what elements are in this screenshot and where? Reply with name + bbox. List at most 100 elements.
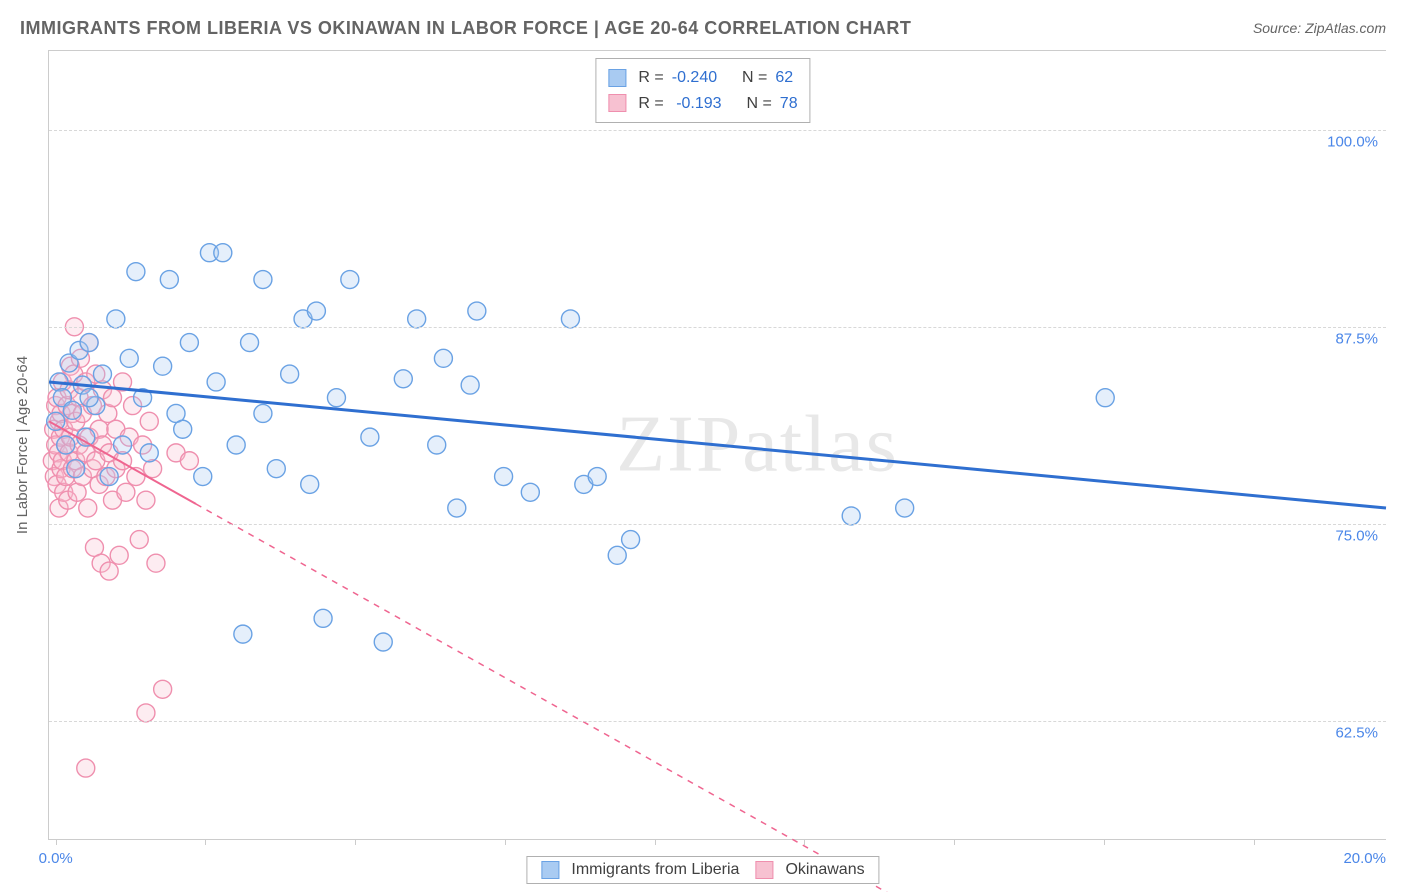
x-tick — [1104, 839, 1105, 845]
scatter-point — [67, 460, 85, 478]
x-tick — [355, 839, 356, 845]
scatter-point — [361, 428, 379, 446]
scatter-point — [194, 468, 212, 486]
scatter-point — [241, 334, 259, 352]
trend-line-extrapolated — [196, 504, 918, 892]
x-tick-label-left: 0.0% — [39, 850, 73, 867]
trend-line — [49, 382, 1386, 508]
scatter-point — [301, 475, 319, 493]
x-tick — [954, 839, 955, 845]
legend-n-prefix: N = — [742, 65, 767, 91]
gridline — [49, 130, 1386, 131]
scatter-point — [137, 704, 155, 722]
series-legend-item-1: Immigrants from Liberia — [541, 861, 739, 879]
series-legend: Immigrants from Liberia Okinawans — [526, 856, 879, 884]
scatter-point — [180, 452, 198, 470]
swatch-blue — [608, 69, 626, 87]
scatter-point — [468, 302, 486, 320]
scatter-point — [77, 759, 95, 777]
scatter-point — [117, 483, 135, 501]
x-tick — [205, 839, 206, 845]
scatter-point — [137, 491, 155, 509]
scatter-point — [140, 412, 158, 430]
legend-n-value-1: 62 — [775, 65, 793, 91]
scatter-point — [448, 499, 466, 517]
scatter-point — [107, 310, 125, 328]
y-axis-label: In Labor Force | Age 20-64 — [14, 356, 31, 534]
scatter-point — [104, 389, 122, 407]
x-tick — [56, 839, 57, 845]
scatter-point — [120, 349, 138, 367]
swatch-pink-bottom — [755, 861, 773, 879]
correlation-legend-row-1: R = -0.240 N = 62 — [608, 65, 797, 91]
scatter-point — [214, 244, 232, 262]
gridline — [49, 721, 1386, 722]
scatter-point — [434, 349, 452, 367]
series-legend-label-2: Okinawans — [785, 861, 864, 879]
scatter-point — [234, 625, 252, 643]
scatter-point — [254, 404, 272, 422]
scatter-point — [154, 680, 172, 698]
scatter-point — [77, 428, 95, 446]
scatter-point — [374, 633, 392, 651]
scatter-point — [622, 531, 640, 549]
gridline — [49, 524, 1386, 525]
scatter-point — [57, 436, 75, 454]
chart-title: IMMIGRANTS FROM LIBERIA VS OKINAWAN IN L… — [20, 18, 911, 39]
scatter-point — [428, 436, 446, 454]
scatter-point — [307, 302, 325, 320]
scatter-point — [1096, 389, 1114, 407]
legend-r-value-1: -0.240 — [672, 65, 717, 91]
scatter-point — [561, 310, 579, 328]
x-tick — [655, 839, 656, 845]
y-tick-label: 62.5% — [1335, 724, 1378, 741]
legend-n-value-2: 78 — [780, 91, 798, 117]
scatter-point — [227, 436, 245, 454]
scatter-point — [521, 483, 539, 501]
scatter-point — [154, 357, 172, 375]
x-tick-label-right: 20.0% — [1343, 850, 1386, 867]
scatter-point — [254, 271, 272, 289]
scatter-point — [495, 468, 513, 486]
scatter-point — [281, 365, 299, 383]
x-tick — [1254, 839, 1255, 845]
scatter-point — [327, 389, 345, 407]
scatter-point — [114, 436, 132, 454]
scatter-point — [314, 609, 332, 627]
scatter-point — [896, 499, 914, 517]
plot-area: ZIPatlas 62.5%75.0%87.5%100.0%0.0%20.0% — [48, 50, 1386, 840]
y-tick-label: 75.0% — [1335, 527, 1378, 544]
scatter-point — [267, 460, 285, 478]
scatter-point — [80, 334, 98, 352]
x-tick — [804, 839, 805, 845]
y-tick-label: 87.5% — [1335, 330, 1378, 347]
scatter-point — [180, 334, 198, 352]
scatter-point — [80, 389, 98, 407]
swatch-pink — [608, 94, 626, 112]
scatter-point — [130, 531, 148, 549]
scatter-point — [174, 420, 192, 438]
scatter-point — [93, 365, 111, 383]
correlation-legend: R = -0.240 N = 62 R = -0.193 N = 78 — [595, 58, 810, 123]
scatter-point — [408, 310, 426, 328]
scatter-point — [160, 271, 178, 289]
scatter-point — [608, 546, 626, 564]
scatter-point — [140, 444, 158, 462]
scatter-point — [79, 499, 97, 517]
scatter-point — [100, 468, 118, 486]
legend-r-value-2: -0.193 — [672, 91, 722, 117]
legend-r-prefix-2: R = — [638, 91, 663, 117]
scatter-point — [147, 554, 165, 572]
scatter-point — [127, 263, 145, 281]
legend-r-prefix: R = — [638, 65, 663, 91]
series-legend-item-2: Okinawans — [755, 861, 864, 879]
chart-container: IMMIGRANTS FROM LIBERIA VS OKINAWAN IN L… — [0, 0, 1406, 892]
scatter-point — [110, 546, 128, 564]
scatter-point — [207, 373, 225, 391]
swatch-blue-bottom — [541, 861, 559, 879]
series-legend-label-1: Immigrants from Liberia — [571, 861, 739, 879]
scatter-point — [63, 401, 81, 419]
scatter-point — [842, 507, 860, 525]
y-tick-label: 100.0% — [1327, 133, 1378, 150]
gridline — [49, 327, 1386, 328]
